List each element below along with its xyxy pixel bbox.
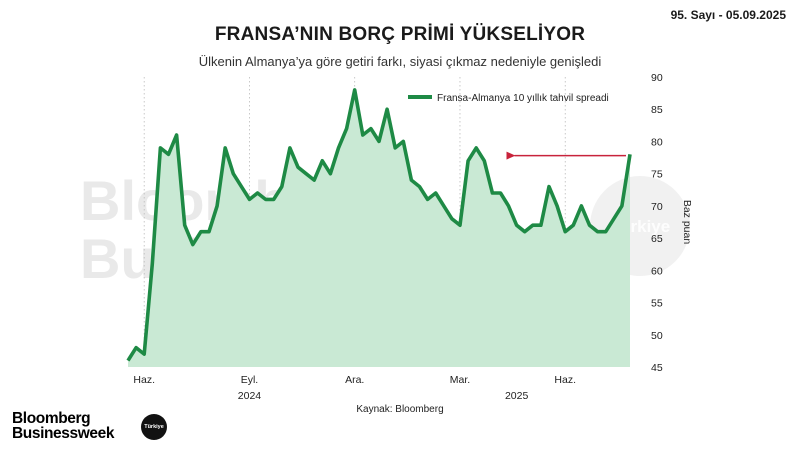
- y-tick-label: 85: [651, 104, 663, 116]
- y-tick-label: 55: [651, 298, 663, 310]
- y-tick-label: 65: [651, 233, 663, 245]
- x-tick-label: Haz.: [133, 374, 155, 386]
- logo-line2: Businessweek: [12, 425, 115, 442]
- chart-subtitle: Ülkenin Almanya’ya göre getiri farkı, si…: [198, 54, 602, 69]
- series-area: [128, 89, 630, 368]
- chart-title: FRANSA’NIN BORÇ PRİMİ YÜKSELİYOR: [214, 24, 586, 45]
- y-tick-label: 90: [651, 72, 663, 84]
- y-axis: 45 50 55 60 65 70 75 80 85 90: [651, 72, 663, 374]
- y-axis-label: Baz puan: [681, 200, 693, 245]
- logo-badge: Türkiye: [141, 414, 167, 440]
- x-tick-label: Haz.: [554, 374, 576, 386]
- source-note: Kaynak: Bloomberg: [356, 404, 444, 415]
- legend-label: Fransa-Almanya 10 yıllık tahvil spreadi: [437, 93, 609, 104]
- y-tick-label: 70: [651, 201, 663, 213]
- legend: Fransa-Almanya 10 yıllık tahvil spreadi: [408, 93, 609, 104]
- brand-logo: Bloomberg Businessweek: [12, 410, 115, 442]
- series-line: [126, 88, 632, 362]
- y-tick-label: 60: [651, 265, 663, 277]
- logo-line1: Bloomberg: [12, 410, 91, 427]
- y-tick-label: 45: [651, 362, 663, 374]
- y-tick-label: 50: [651, 330, 663, 342]
- x-year-label: 2024: [238, 390, 262, 402]
- x-tick-label: Ara.: [345, 374, 364, 386]
- x-axis: Haz. Eyl. Ara. Mar. Haz. 2024 2025: [133, 374, 576, 402]
- x-tick-label: Mar.: [450, 374, 470, 386]
- x-tick-label: Eyl.: [241, 374, 259, 386]
- issue-date: 95. Sayı - 05.09.2025: [670, 8, 786, 22]
- y-tick-label: 80: [651, 136, 663, 148]
- x-year-label: 2025: [505, 390, 529, 402]
- y-tick-label: 75: [651, 169, 663, 181]
